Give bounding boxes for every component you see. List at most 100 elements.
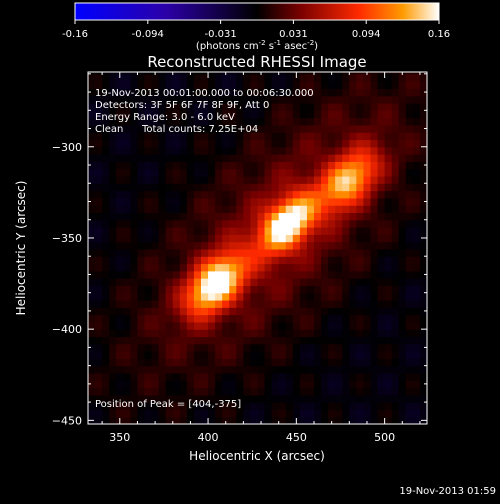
heatmap-cell <box>165 380 174 389</box>
heatmap-cell <box>278 358 287 367</box>
heatmap-cell <box>201 372 209 381</box>
heatmap-cell <box>285 380 294 389</box>
heatmap-cell <box>419 270 427 279</box>
heatmap-cell <box>116 205 124 214</box>
heatmap-cell <box>116 132 124 141</box>
heatmap-cell <box>278 205 287 214</box>
heatmap-cell <box>109 314 117 323</box>
heatmap-cell <box>264 394 273 403</box>
heatmap-cell <box>208 351 216 359</box>
heatmap-cell <box>335 219 343 228</box>
heatmap-cell <box>335 263 343 272</box>
heatmap-cell <box>391 394 400 403</box>
heatmap-cell <box>328 314 336 323</box>
heatmap-cell <box>116 234 124 243</box>
heatmap-cell <box>116 394 124 403</box>
heatmap-cell <box>208 95 216 104</box>
heatmap-cell <box>243 270 252 279</box>
heatmap-cell <box>391 161 400 170</box>
heatmap-cell <box>109 248 117 257</box>
heatmap-cell <box>292 110 301 119</box>
heatmap-cell <box>95 205 103 214</box>
heatmap-cell <box>165 103 174 111</box>
heatmap-cell <box>412 241 421 250</box>
heatmap-cell <box>208 154 216 162</box>
heatmap-cell <box>398 241 407 250</box>
heatmap-cell <box>130 409 139 418</box>
heatmap-cell <box>398 256 407 265</box>
heatmap-cell <box>257 154 266 162</box>
heatmap-cell <box>179 154 188 162</box>
heatmap-cell <box>250 241 259 250</box>
heatmap-cell <box>95 351 103 359</box>
heatmap-cell <box>391 205 400 214</box>
heatmap-cell <box>285 402 294 411</box>
heatmap-cell <box>398 365 407 374</box>
heatmap-cell <box>335 351 343 359</box>
heatmap-cell <box>328 263 336 272</box>
heatmap-cell <box>292 154 301 162</box>
heatmap-cell <box>130 175 139 184</box>
heatmap-cell <box>102 372 110 381</box>
heatmap-cell <box>236 285 244 294</box>
heatmap-cell <box>412 212 421 221</box>
heatmap-cell <box>179 241 188 250</box>
heatmap-cell <box>130 278 139 286</box>
heatmap-cell <box>419 409 427 418</box>
heatmap-cell <box>377 110 386 119</box>
heatmap-cell <box>215 212 223 221</box>
colorbar-tick-label: -0.031 <box>204 29 236 40</box>
heatmap-cell <box>179 307 188 316</box>
heatmap-cell <box>306 343 315 352</box>
heatmap-cell <box>377 234 386 243</box>
heatmap-cell <box>391 154 400 162</box>
heatmap-cell <box>116 227 124 235</box>
heatmap-cell <box>102 256 110 265</box>
heatmap-cell <box>215 394 223 403</box>
heatmap-cell <box>278 241 287 250</box>
heatmap-cell <box>130 263 139 272</box>
heatmap-cell <box>370 168 379 177</box>
heatmap-cell <box>370 387 379 396</box>
heatmap-cell <box>398 73 407 82</box>
heatmap-cell <box>314 299 322 308</box>
heatmap-cell <box>377 299 386 308</box>
heatmap-cell <box>144 146 153 155</box>
heatmap-cell <box>229 197 237 206</box>
heatmap-cell <box>193 139 202 148</box>
heatmap-cell <box>236 95 244 104</box>
heatmap-cell <box>271 72 280 75</box>
heatmap-cell <box>264 227 273 235</box>
heatmap-cell <box>321 409 329 418</box>
heatmap-cell <box>321 234 329 243</box>
x-tick-label: 500 <box>374 431 395 444</box>
heatmap-cell <box>123 285 131 294</box>
heatmap-cell <box>250 168 259 177</box>
heatmap-cell <box>201 161 209 170</box>
heatmap-cell <box>130 256 139 265</box>
heatmap-cell <box>102 278 110 286</box>
heatmap-cell <box>172 139 181 148</box>
heatmap-cell <box>236 314 244 323</box>
heatmap-cell <box>391 299 400 308</box>
heatmap-cell <box>405 205 414 214</box>
heatmap-cell <box>201 234 209 243</box>
heatmap-cell <box>349 351 357 359</box>
heatmap-cell <box>102 161 110 170</box>
heatmap-cell <box>116 190 124 199</box>
heatmap-cell <box>370 256 379 265</box>
heatmap-cell <box>306 248 315 257</box>
heatmap-cell <box>179 219 188 228</box>
heatmap-cell <box>179 139 188 148</box>
heatmap-cell <box>377 314 386 323</box>
heatmap-cell <box>314 278 322 286</box>
heatmap-cell <box>109 161 117 170</box>
heatmap-cell <box>193 387 202 396</box>
heatmap-cell <box>130 321 139 330</box>
heatmap-cell <box>271 212 280 221</box>
heatmap-cell <box>215 124 223 133</box>
heatmap-cell <box>405 175 414 184</box>
heatmap-cell <box>222 351 230 359</box>
heatmap-cell <box>377 256 386 265</box>
heatmap-cell <box>109 154 117 162</box>
